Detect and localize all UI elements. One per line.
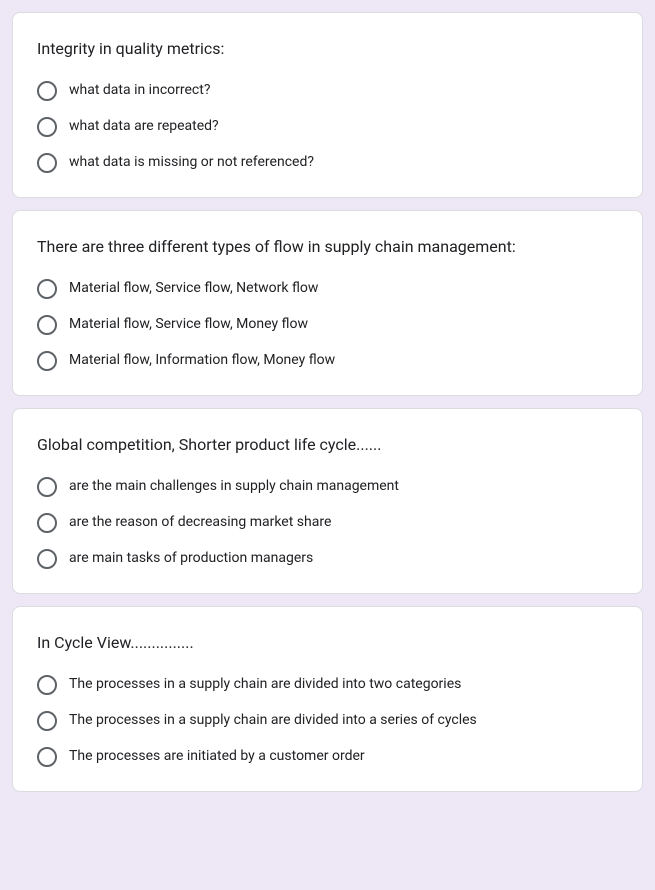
radio-icon [37,747,57,767]
radio-option[interactable]: Material flow, Service flow, Money flow [37,315,618,335]
radio-option[interactable]: Material flow, Information flow, Money f… [37,351,618,371]
radio-icon [37,153,57,173]
radio-icon [37,549,57,569]
radio-option[interactable]: The processes are initiated by a custome… [37,747,618,767]
radio-icon [37,351,57,371]
question-card-1: There are three different types of flow … [12,210,643,396]
question-title: Integrity in quality metrics: [37,37,618,61]
radio-icon [37,477,57,497]
option-label: what data is missing or not referenced? [69,153,314,173]
radio-icon [37,315,57,335]
option-label: are main tasks of production managers [69,549,313,569]
option-label: The processes in a supply chain are divi… [69,675,461,695]
radio-option[interactable]: The processes in a supply chain are divi… [37,675,618,695]
question-card-3: In Cycle View............... The process… [12,606,643,792]
question-card-2: Global competition, Shorter product life… [12,408,643,594]
option-label: Material flow, Service flow, Network flo… [69,279,318,299]
option-label: The processes in a supply chain are divi… [69,711,477,731]
option-label: what data are repeated? [69,117,219,137]
radio-option[interactable]: Material flow, Service flow, Network flo… [37,279,618,299]
radio-option[interactable]: The processes in a supply chain are divi… [37,711,618,731]
question-title: There are three different types of flow … [37,235,618,259]
radio-icon [37,279,57,299]
radio-option[interactable]: are the main challenges in supply chain … [37,477,618,497]
option-label: what data in incorrect? [69,81,210,101]
radio-icon [37,675,57,695]
radio-option[interactable]: what data is missing or not referenced? [37,153,618,173]
option-label: Material flow, Information flow, Money f… [69,351,335,371]
option-label: are the main challenges in supply chain … [69,477,399,497]
radio-icon [37,513,57,533]
radio-option[interactable]: what data are repeated? [37,117,618,137]
radio-option[interactable]: what data in incorrect? [37,81,618,101]
radio-option[interactable]: are main tasks of production managers [37,549,618,569]
radio-icon [37,117,57,137]
option-label: The processes are initiated by a custome… [69,747,365,767]
question-title: In Cycle View............... [37,631,618,655]
radio-option[interactable]: are the reason of decreasing market shar… [37,513,618,533]
question-card-0: Integrity in quality metrics: what data … [12,12,643,198]
option-label: Material flow, Service flow, Money flow [69,315,308,335]
radio-icon [37,81,57,101]
option-label: are the reason of decreasing market shar… [69,513,331,533]
question-title: Global competition, Shorter product life… [37,433,618,457]
radio-icon [37,711,57,731]
